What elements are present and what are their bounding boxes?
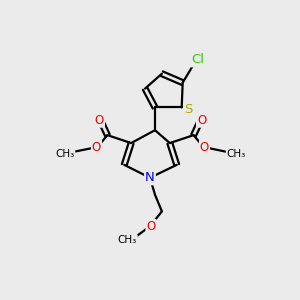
Text: O: O [200, 140, 209, 154]
Text: O: O [146, 220, 156, 233]
Text: N: N [145, 171, 155, 184]
Text: S: S [184, 103, 193, 116]
Text: O: O [92, 140, 101, 154]
Text: CH₃: CH₃ [226, 149, 246, 159]
Text: O: O [197, 114, 206, 127]
Text: Cl: Cl [191, 53, 204, 66]
Text: CH₃: CH₃ [118, 235, 137, 245]
Text: O: O [95, 114, 104, 127]
Text: CH₃: CH₃ [55, 149, 74, 159]
